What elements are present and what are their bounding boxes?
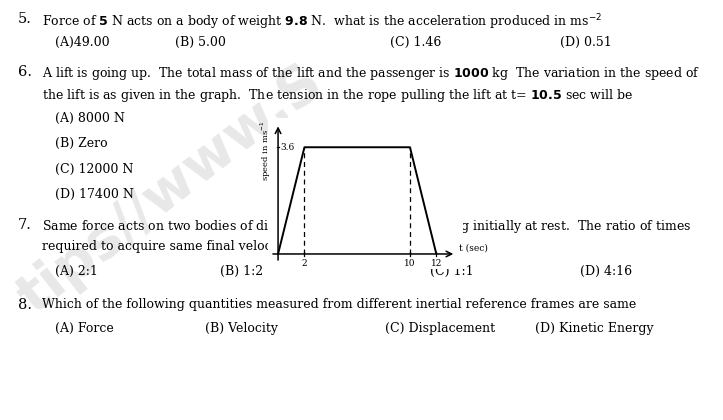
Text: (A) 8000 N: (A) 8000 N (55, 112, 125, 125)
Text: 2: 2 (301, 259, 307, 268)
Text: A lift is going up.  The total mass of the lift and the passenger is $\bf{1000}$: A lift is going up. The total mass of th… (42, 65, 700, 82)
Text: t (sec): t (sec) (459, 244, 487, 252)
Text: Force of $\bf{5}$ N acts on a body of weight $\bf{9.8}$ N.  what is the accelera: Force of $\bf{5}$ N acts on a body of we… (42, 12, 602, 32)
Text: (D) Kinetic Energy: (D) Kinetic Energy (535, 322, 654, 335)
Text: tips//www.S: tips//www.S (8, 55, 333, 325)
Text: (B) Velocity: (B) Velocity (205, 322, 278, 335)
Text: (A) Force: (A) Force (55, 322, 114, 335)
Text: 5.: 5. (18, 12, 32, 26)
Text: (A)49.00: (A)49.00 (55, 36, 110, 49)
Text: Same force acts on two bodies of different masses   $\bf{2}$ kg   and $\bf{4}$ k: Same force acts on two bodies of differe… (42, 218, 691, 235)
Text: (C) 12000 N: (C) 12000 N (55, 163, 133, 176)
Text: (C) 1:1: (C) 1:1 (430, 265, 474, 278)
Text: 3.6: 3.6 (280, 143, 294, 152)
Text: (B) 5.00: (B) 5.00 (175, 36, 226, 49)
Text: Which of the following quantities measured from different inertial reference fra: Which of the following quantities measur… (42, 298, 636, 311)
Text: 7.: 7. (18, 218, 32, 232)
Text: (D) 17400 N: (D) 17400 N (55, 188, 134, 201)
Text: speed in ms$^{-1}$: speed in ms$^{-1}$ (259, 121, 273, 181)
Text: (B) 1:2: (B) 1:2 (220, 265, 263, 278)
Text: (D) 0.51: (D) 0.51 (560, 36, 612, 49)
Text: (C) Displacement: (C) Displacement (385, 322, 495, 335)
Text: (A) 2:1: (A) 2:1 (55, 265, 98, 278)
Text: (D) 4:16: (D) 4:16 (580, 265, 632, 278)
Text: 6.: 6. (18, 65, 32, 79)
Text: (B) Zero: (B) Zero (55, 137, 108, 150)
Text: 10: 10 (404, 259, 416, 268)
Text: 12: 12 (431, 259, 442, 268)
Text: required to acquire same final velocity  is: required to acquire same final velocity … (42, 240, 306, 253)
Text: (C) 1.46: (C) 1.46 (390, 36, 441, 49)
Text: the lift is as given in the graph.  The tension in the rope pulling the lift at : the lift is as given in the graph. The t… (42, 87, 633, 104)
Text: 8.: 8. (18, 298, 32, 312)
